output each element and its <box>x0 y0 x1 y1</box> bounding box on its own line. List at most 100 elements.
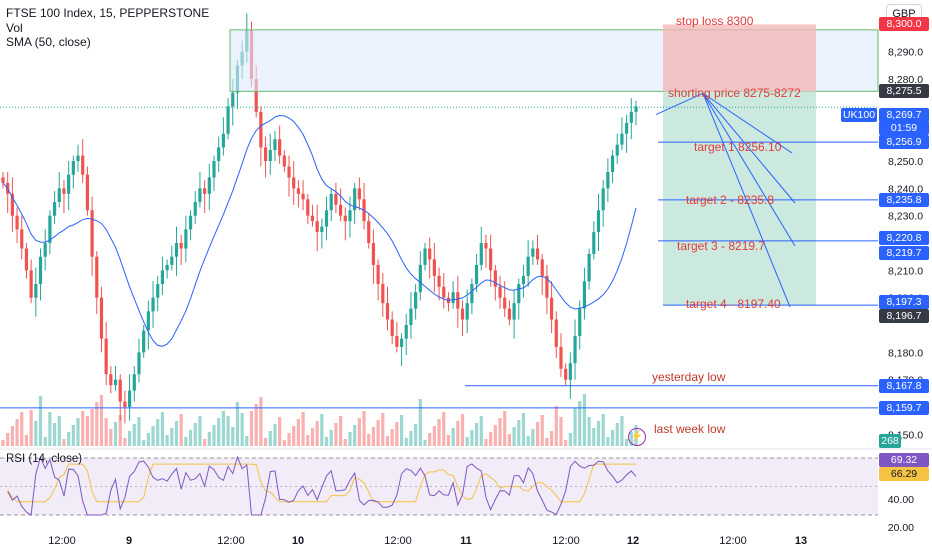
y-tick-label: 8,240.0 <box>888 183 923 195</box>
volume-bar <box>263 438 268 446</box>
volume-bar <box>315 421 319 446</box>
candle-body <box>474 264 479 285</box>
candle-body <box>212 161 216 178</box>
volume-bar <box>142 440 146 446</box>
candle-body <box>428 248 432 260</box>
candle-body <box>545 275 549 298</box>
volume-bar <box>240 413 244 446</box>
candle-body <box>395 335 399 347</box>
fan-line-4 <box>702 93 791 308</box>
candle-body <box>353 188 357 211</box>
volume-legend[interactable]: Vol <box>6 21 23 35</box>
candle-body <box>188 215 193 230</box>
price-tag: 8,167.8 <box>879 378 929 393</box>
candle-body <box>123 401 127 408</box>
y-tick-label: 8,210.0 <box>888 265 923 277</box>
candle-body <box>432 259 436 276</box>
volume-bar <box>146 433 150 446</box>
volume-bar <box>390 429 394 446</box>
volume-bar <box>99 395 104 446</box>
volume-bar <box>287 433 291 446</box>
fan-line-1 <box>702 92 793 154</box>
volume-bar <box>470 430 474 446</box>
volume-bar <box>339 416 343 446</box>
fan-line-2 <box>702 93 796 204</box>
flash-icon[interactable]: ⚡ <box>628 428 646 446</box>
volume-bar <box>521 413 526 446</box>
volume-bar <box>217 418 221 446</box>
volume-bar <box>409 431 413 446</box>
candle-body <box>217 147 221 162</box>
candle-body <box>615 144 619 156</box>
x-tick-label: 12:00 <box>384 535 412 547</box>
y-tick-label: 8,280.0 <box>888 74 923 86</box>
volume-bar <box>113 422 118 446</box>
volume-bar <box>203 439 207 446</box>
candle-body <box>38 256 43 285</box>
candle-body <box>193 202 197 216</box>
volume-bar <box>71 425 75 446</box>
volume-bar <box>451 428 455 446</box>
volume-bar <box>437 419 441 446</box>
volume-bar <box>399 415 404 446</box>
candle-body <box>329 193 333 211</box>
price-tag: 8,235.8 <box>879 192 929 207</box>
y-tick-label: 8,250.0 <box>888 156 923 168</box>
candle-body <box>221 133 225 148</box>
volume-bar <box>348 432 352 446</box>
candle-body <box>484 243 488 249</box>
rsi-panel <box>0 448 932 516</box>
volume-bar <box>550 431 554 446</box>
candle-body <box>371 243 376 265</box>
candle-body <box>442 286 446 298</box>
x-tick-label: 11 <box>460 535 472 547</box>
candle-body <box>409 308 413 326</box>
candle-body <box>390 319 394 336</box>
candle-body <box>376 264 380 285</box>
candle-body <box>625 122 629 134</box>
volume-bar <box>404 438 408 446</box>
candle-body <box>113 379 118 386</box>
annotation-target4: target 4 - 8197.40 <box>686 297 781 311</box>
volume-bar <box>104 418 108 446</box>
candle-body <box>296 188 300 194</box>
candle-body <box>348 210 352 222</box>
rsi-legend[interactable]: RSI (14, close) <box>6 453 83 465</box>
volume-bar <box>385 436 390 446</box>
candle-body <box>437 275 441 287</box>
volume-bar <box>90 409 94 446</box>
entry-line <box>655 92 704 116</box>
candle-body <box>34 284 38 298</box>
volume-bar <box>564 440 568 446</box>
volume-bar <box>573 408 577 446</box>
volume-bar <box>160 412 165 446</box>
rsi-ma-badge: 66.29 <box>879 467 929 481</box>
volume-bar <box>156 419 160 446</box>
y-tick-label: 8,180.0 <box>888 347 923 359</box>
price-tag: 8,197.3 <box>879 295 929 310</box>
x-axis: 12:00 9 12:00 10 12:00 11 12:00 12 12:00 13 <box>48 535 807 547</box>
volume-bar <box>371 427 376 446</box>
candle-body <box>554 319 558 347</box>
candle-body <box>470 284 474 304</box>
volume-bar <box>296 419 300 446</box>
volume-bar <box>596 421 601 446</box>
sma-legend[interactable]: SMA (50, close) <box>6 35 91 49</box>
volume-bar <box>531 429 535 446</box>
candle-body <box>601 188 605 211</box>
volume-bar <box>38 396 43 446</box>
candle-body <box>315 221 319 233</box>
volume-bar <box>507 434 511 446</box>
candle-body <box>339 204 343 216</box>
candle-body <box>306 199 310 216</box>
symbol-title[interactable]: FTSE 100 Index, 15, PEPPERSTONE <box>6 6 210 20</box>
volume-bar <box>109 429 113 446</box>
candle-body <box>15 215 19 230</box>
volume-bar <box>578 401 582 446</box>
candle-body <box>399 338 404 347</box>
sma-line <box>2 114 637 347</box>
volume-bar <box>582 394 587 446</box>
candle-body <box>203 188 207 194</box>
volume-bar <box>24 435 29 446</box>
